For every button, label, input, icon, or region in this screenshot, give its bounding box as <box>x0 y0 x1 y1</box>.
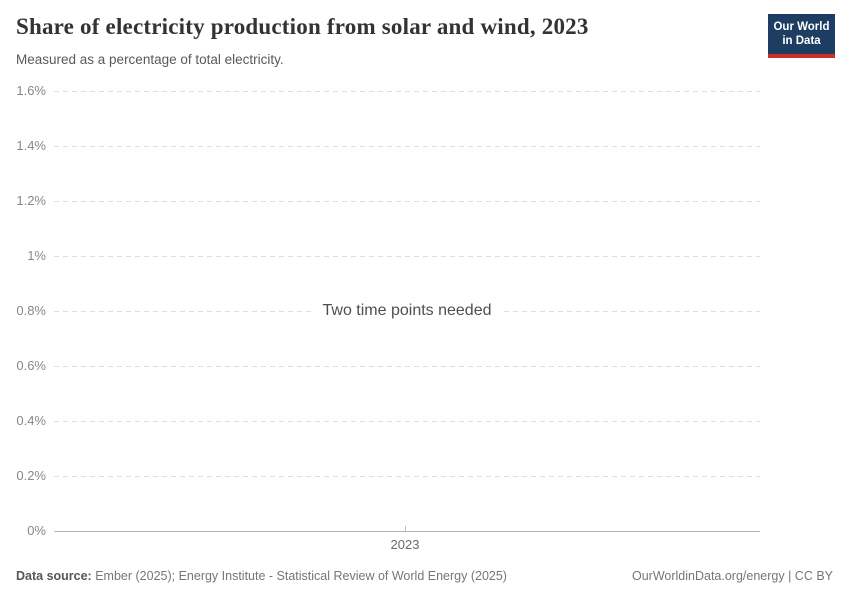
page-title: Share of electricity production from sol… <box>16 14 589 39</box>
y-axis-label: 0% <box>27 523 46 538</box>
data-source-text: Ember (2025); Energy Institute - Statist… <box>91 569 507 583</box>
y-axis-label: 0.6% <box>16 358 46 373</box>
gridline <box>54 91 760 92</box>
y-axis-label: 0.4% <box>16 413 46 428</box>
gridline <box>54 256 760 257</box>
owid-logo[interactable]: Our World in Data <box>768 14 835 58</box>
x-axis-tick <box>405 526 406 531</box>
x-axis-tick-label: 2023 <box>390 537 420 552</box>
empty-chart-message: Two time points needed <box>54 302 760 320</box>
chart-subtitle: Measured as a percentage of total electr… <box>16 52 284 67</box>
gridline <box>54 421 760 422</box>
y-axis-label: 0.2% <box>16 468 46 483</box>
gridline <box>54 366 760 367</box>
x-axis-line <box>54 531 760 532</box>
data-source: Data source: Ember (2025); Energy Instit… <box>16 569 507 583</box>
y-axis-label: 0.8% <box>16 303 46 318</box>
gridline <box>54 146 760 147</box>
owid-logo-text: Our World in Data <box>768 14 835 54</box>
data-source-label: Data source: <box>16 569 92 583</box>
owid-logo-red-bar <box>768 53 835 58</box>
gridline <box>54 201 760 202</box>
y-axis-label: 1.6% <box>16 83 46 98</box>
y-axis-label: 1.4% <box>16 138 46 153</box>
y-axis-label: 1.2% <box>16 193 46 208</box>
y-axis-label: 1% <box>27 248 46 263</box>
credit-link[interactable]: OurWorldinData.org/energy | CC BY <box>631 569 833 583</box>
gridline <box>54 476 760 477</box>
